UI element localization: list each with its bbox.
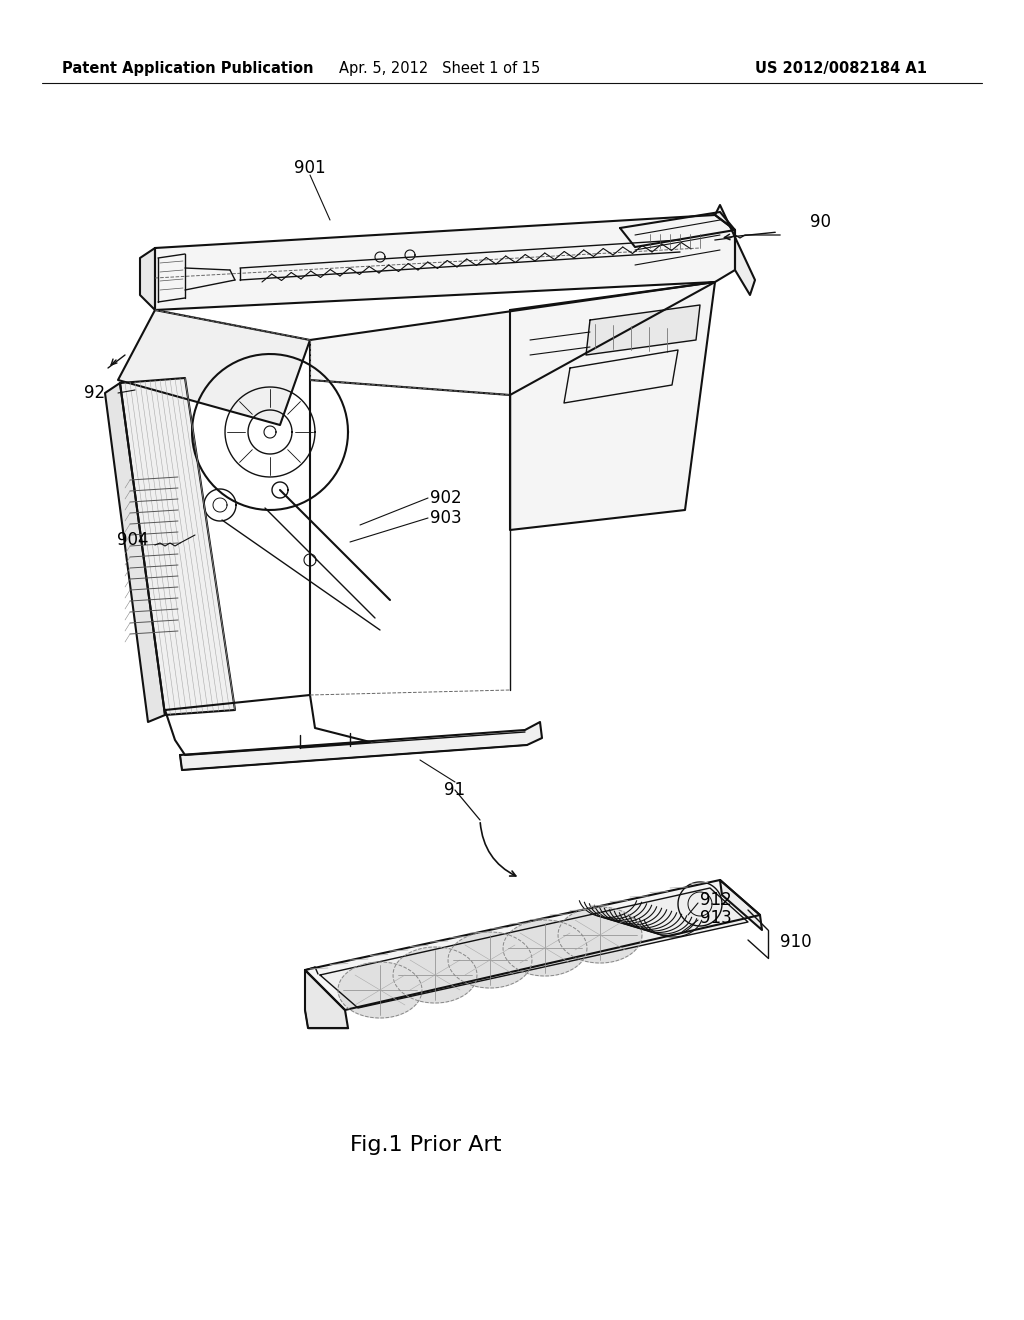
Polygon shape — [720, 880, 762, 931]
Text: 912: 912 — [700, 891, 732, 909]
Text: 913: 913 — [700, 909, 732, 927]
Text: 910: 910 — [780, 933, 812, 950]
Polygon shape — [319, 888, 748, 1008]
Text: 91: 91 — [444, 781, 466, 799]
Polygon shape — [264, 426, 276, 438]
Polygon shape — [140, 248, 155, 310]
Polygon shape — [155, 215, 735, 310]
Polygon shape — [558, 907, 642, 964]
Text: 902: 902 — [430, 488, 462, 507]
Text: Apr. 5, 2012   Sheet 1 of 15: Apr. 5, 2012 Sheet 1 of 15 — [339, 61, 541, 75]
Polygon shape — [449, 932, 532, 987]
Polygon shape — [118, 310, 310, 425]
Text: Fig.1 Prior Art: Fig.1 Prior Art — [350, 1135, 502, 1155]
Polygon shape — [715, 205, 755, 294]
Polygon shape — [310, 282, 715, 395]
Text: 90: 90 — [810, 213, 831, 231]
Text: Patent Application Publication: Patent Application Publication — [62, 61, 313, 75]
Text: 904: 904 — [117, 531, 148, 549]
Text: US 2012/0082184 A1: US 2012/0082184 A1 — [755, 61, 927, 75]
Polygon shape — [105, 383, 165, 722]
Polygon shape — [586, 305, 700, 355]
Polygon shape — [305, 970, 348, 1028]
Polygon shape — [393, 946, 477, 1003]
Polygon shape — [180, 722, 542, 770]
Polygon shape — [305, 880, 760, 1010]
Polygon shape — [272, 482, 288, 498]
Text: 901: 901 — [294, 158, 326, 177]
Text: 92: 92 — [84, 384, 105, 403]
Polygon shape — [503, 920, 587, 975]
Polygon shape — [510, 282, 715, 531]
Polygon shape — [304, 554, 316, 566]
Text: 903: 903 — [430, 510, 462, 527]
Polygon shape — [120, 378, 234, 715]
Polygon shape — [338, 962, 422, 1018]
